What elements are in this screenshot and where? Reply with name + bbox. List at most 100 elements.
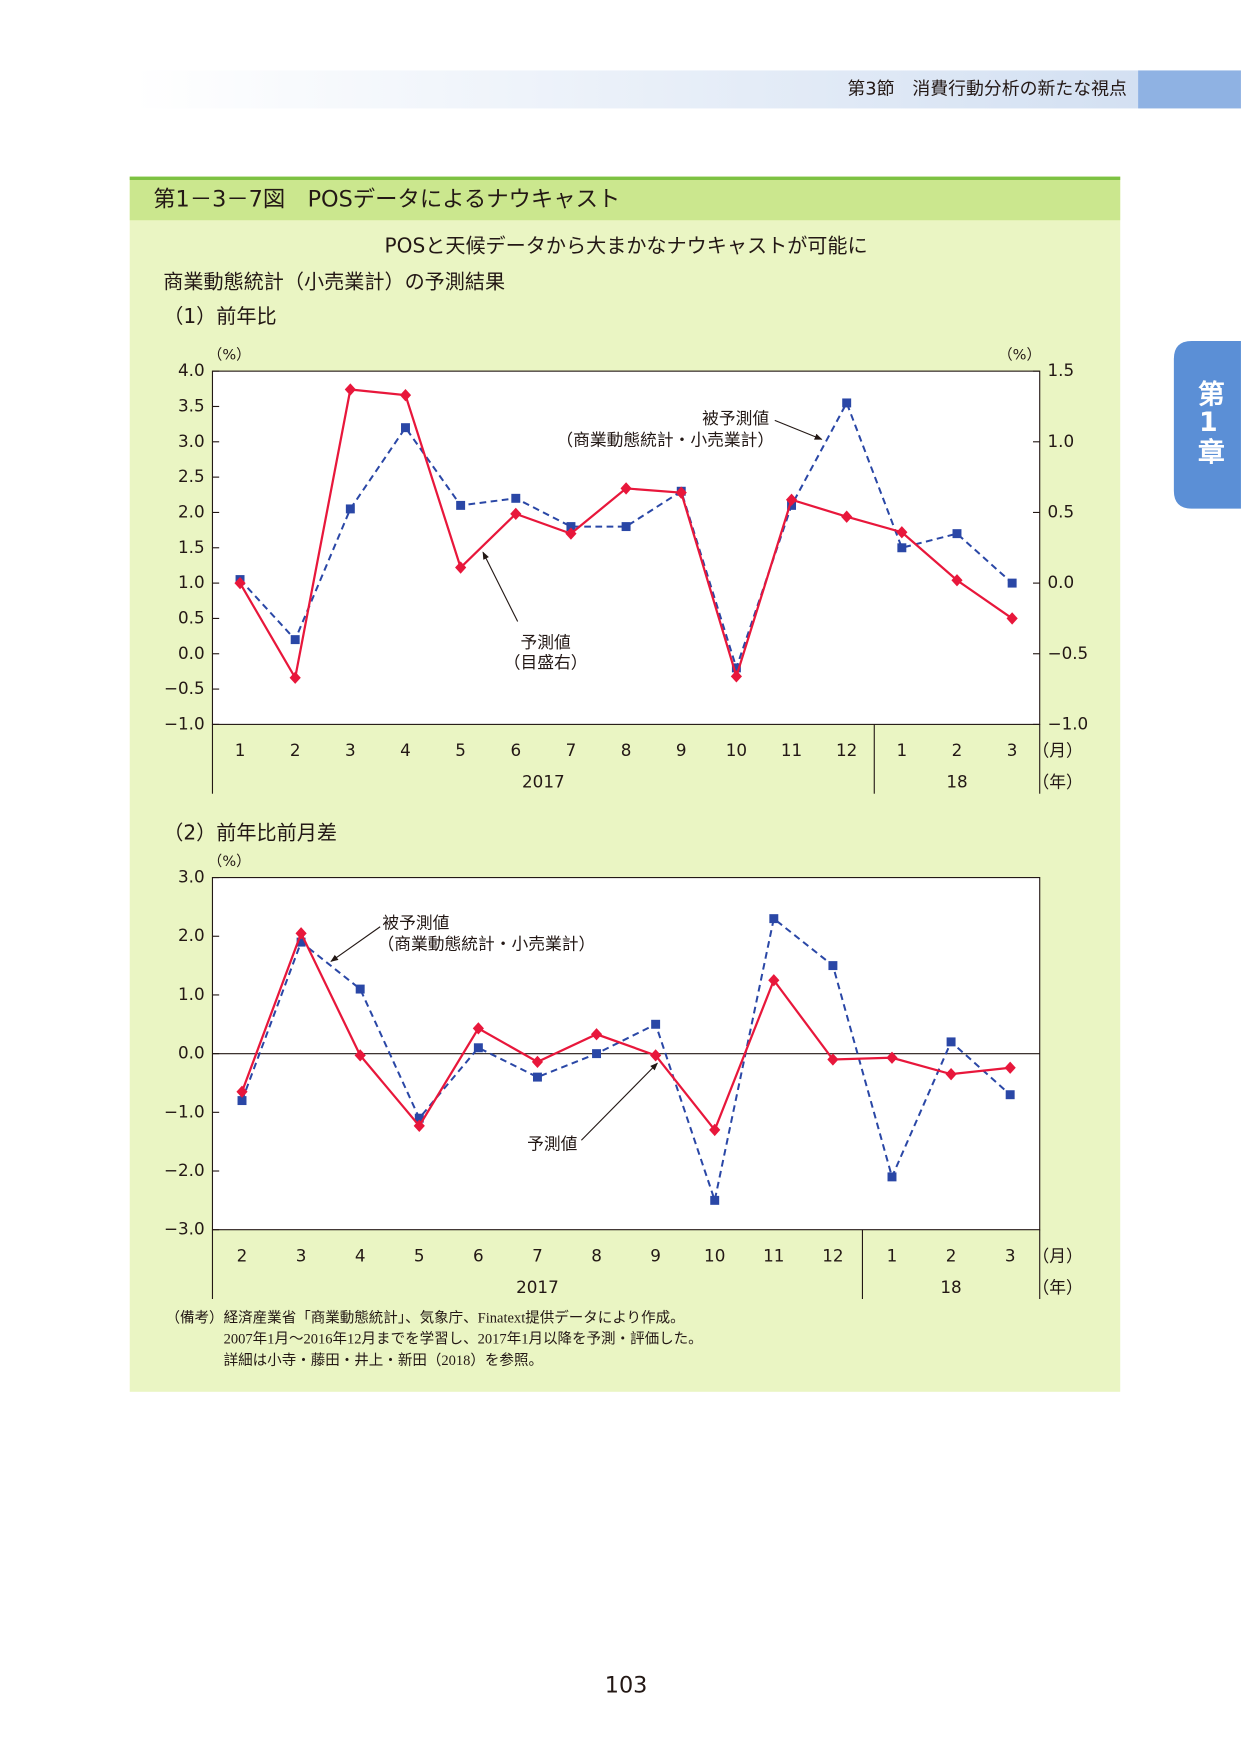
point: [842, 398, 852, 408]
x-unit: （月）: [1032, 740, 1082, 760]
x-tick-label: 8: [591, 1246, 602, 1266]
x-tick-label: 1: [897, 740, 908, 760]
side-tab: [1173, 340, 1241, 509]
note-line: 経済産業省「商業動態統計」、気象庁、Finatext提供データにより作成。: [224, 1308, 685, 1326]
point: [841, 510, 853, 523]
point: [456, 500, 466, 510]
x-tick-label: 8: [621, 740, 632, 760]
y2-tick-label: 0.5: [1048, 501, 1075, 521]
y-tick-label: 3.0: [178, 431, 205, 451]
point: [472, 1022, 484, 1035]
annotation-arrow: [482, 551, 519, 622]
x-tick-label: 7: [532, 1246, 543, 1266]
x-tick-label: 3: [345, 740, 356, 760]
y-tick-label: 1.0: [178, 572, 205, 592]
note-line: 2007年1月～2016年12月までを学習し、2017年1月以降を予測・評価した…: [224, 1331, 703, 1348]
x-unit: （月）: [1032, 1246, 1082, 1266]
y-unit: （%）: [208, 346, 251, 363]
y-tick-label: 0.0: [178, 1043, 205, 1063]
annotation-arrow: [580, 1062, 658, 1141]
y2-tick-label: 1.5: [1048, 360, 1075, 380]
y-tick-label: 0.0: [178, 643, 205, 663]
point: [237, 1096, 247, 1106]
header-block: [1138, 70, 1241, 109]
x-tick-label: 3: [1005, 1246, 1016, 1266]
point: [887, 1172, 897, 1182]
annotation-arrow: [774, 419, 823, 440]
year-unit: （年）: [1032, 1277, 1082, 1297]
point: [473, 1043, 483, 1053]
y-tick-label: 1.0: [178, 984, 205, 1004]
point: [1005, 1090, 1015, 1100]
y-tick-label: 3.0: [178, 867, 205, 887]
x-tick-label: 9: [676, 740, 687, 760]
year-unit: （年）: [1032, 772, 1082, 792]
y2-tick-label: −0.5: [1048, 643, 1089, 663]
x-tick-label: 6: [510, 740, 521, 760]
point: [946, 1037, 956, 1047]
point: [897, 543, 907, 553]
point: [295, 927, 307, 940]
point: [532, 1072, 542, 1082]
point: [951, 574, 963, 587]
year-label: 18: [940, 1277, 961, 1297]
x-tick-label: 11: [763, 1246, 784, 1266]
point: [828, 961, 838, 971]
point: [709, 1123, 721, 1137]
point: [1004, 1061, 1016, 1074]
figure-title-rule: [129, 176, 1121, 180]
x-tick-label: 3: [1007, 740, 1018, 760]
x-tick-label: 10: [726, 740, 747, 760]
x-tick-label: 12: [822, 1246, 843, 1266]
year-label: 2017: [516, 1277, 559, 1297]
point: [399, 389, 412, 402]
point: [590, 1028, 603, 1041]
note-line: 詳細は小寺・藤田・井上・新田（2018）を参照。: [224, 1352, 543, 1369]
point: [620, 482, 632, 495]
point: [769, 914, 779, 924]
y-tick-label: 3.5: [178, 395, 205, 415]
section-header: 第3節 消費行動分析の新たな視点: [847, 78, 1127, 99]
chart-title: （1）前年比: [163, 304, 276, 328]
y-tick-label: −3.0: [164, 1219, 205, 1239]
y-tick-label: 0.5: [178, 607, 205, 627]
x-tick-label: 5: [414, 1246, 425, 1266]
y2-tick-label: 0.0: [1048, 572, 1075, 592]
figure-subtitle: POSと天候データから大まかなナウキャストが可能に: [385, 234, 868, 258]
point: [511, 493, 521, 503]
x-tick-label: 1: [235, 740, 246, 760]
point: [290, 635, 300, 645]
point: [401, 423, 410, 433]
x-tick-label: 10: [704, 1246, 725, 1266]
x-tick-label: 2: [290, 740, 301, 760]
point: [731, 663, 741, 673]
series-annotation-note: （商業動態統計・小売業計）: [556, 429, 774, 449]
y2-tick-label: −1.0: [1048, 713, 1089, 733]
y-tick-label: −2.0: [164, 1160, 205, 1180]
point: [651, 1019, 661, 1029]
x-tick-label: 11: [781, 740, 802, 760]
point: [414, 1113, 424, 1123]
annotation-arrow: [330, 926, 381, 962]
x-tick-label: 2: [952, 740, 963, 760]
point: [289, 671, 301, 684]
x-tick-label: 6: [473, 1246, 484, 1266]
point: [234, 576, 246, 590]
point: [621, 522, 631, 532]
y-tick-label: −1.0: [164, 1101, 205, 1121]
y-tick-label: 2.0: [178, 501, 205, 521]
series-annotation-note: （目盛右）: [504, 652, 588, 672]
point: [510, 507, 522, 521]
header-bar: [134, 70, 1139, 109]
point: [345, 504, 355, 514]
chart-title: （2）前年比前月差: [163, 820, 337, 844]
y-tick-label: −1.0: [164, 713, 205, 733]
point: [1007, 578, 1017, 588]
year-label: 2017: [522, 772, 565, 792]
y-tick-label: 2.5: [178, 466, 205, 486]
point: [565, 527, 577, 540]
point: [592, 1049, 602, 1059]
y-tick-label: 1.5: [178, 537, 205, 557]
point: [1006, 612, 1018, 625]
